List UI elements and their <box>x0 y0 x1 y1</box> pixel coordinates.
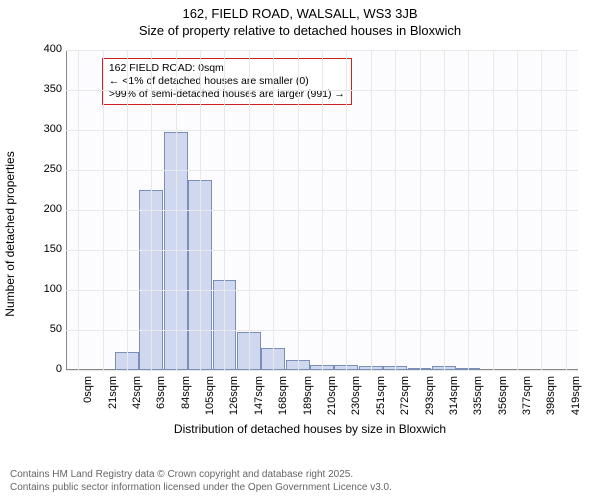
gridline-v <box>444 50 445 370</box>
y-tick-label: 400 <box>36 43 62 55</box>
y-tick-label: 150 <box>36 243 62 255</box>
x-tick-label: 293sqm <box>424 376 436 420</box>
x-tick-label: 63sqm <box>155 376 167 420</box>
x-tick-label: 126sqm <box>228 376 240 420</box>
gridline-v <box>541 50 542 370</box>
title-subtitle: Size of property relative to detached ho… <box>0 21 600 38</box>
y-tick-label: 50 <box>36 323 62 335</box>
x-tick-label: 42sqm <box>131 376 143 420</box>
x-tick-label: 251sqm <box>375 376 387 420</box>
x-tick-label: 377sqm <box>521 376 533 420</box>
x-tick-label: 21sqm <box>107 376 119 420</box>
x-axis-label: Distribution of detached houses by size … <box>36 422 584 436</box>
x-tick-label: 419sqm <box>570 376 582 420</box>
gridline-v <box>249 50 250 370</box>
gridline-v <box>371 50 372 370</box>
gridline-v <box>468 50 469 370</box>
y-tick-label: 350 <box>36 83 62 95</box>
x-tick-label: 314sqm <box>448 376 460 420</box>
x-tick-label: 84sqm <box>180 376 192 420</box>
gridline-v <box>273 50 274 370</box>
y-tick-label: 300 <box>36 123 62 135</box>
x-tick-label: 147sqm <box>253 376 265 420</box>
x-tick-label: 356sqm <box>497 376 509 420</box>
x-tick-label: 398sqm <box>545 376 557 420</box>
gridline-v <box>322 50 323 370</box>
footer-credits: Contains HM Land Registry data © Crown c… <box>10 469 392 494</box>
y-tick-label: 250 <box>36 163 62 175</box>
gridline-v <box>298 50 299 370</box>
x-tick-label: 189sqm <box>302 376 314 420</box>
gridline-v <box>566 50 567 370</box>
plot-region: 162 FIELD ROAD: 0sqm ← <1% of detached h… <box>66 50 578 370</box>
gridline-v <box>493 50 494 370</box>
annotation-line2: ← <1% of detached houses are smaller (0) <box>109 75 345 88</box>
x-tick-label: 168sqm <box>277 376 289 420</box>
footer-line2: Contains public sector information licen… <box>10 482 392 495</box>
title-address: 162, FIELD ROAD, WALSALL, WS3 3JB <box>0 0 600 21</box>
x-tick-label: 0sqm <box>82 376 94 420</box>
gridline-v <box>420 50 421 370</box>
y-tick-label: 200 <box>36 203 62 215</box>
annotation-line1: 162 FIELD ROAD: 0sqm <box>109 62 345 75</box>
gridline-v <box>517 50 518 370</box>
gridline-v <box>395 50 396 370</box>
x-tick-label: 210sqm <box>326 376 338 420</box>
gridline-v <box>176 50 177 370</box>
footer-line1: Contains HM Land Registry data © Crown c… <box>10 469 392 482</box>
gridline-v <box>346 50 347 370</box>
gridline-v <box>151 50 152 370</box>
gridline-v <box>103 50 104 370</box>
gridline-v <box>200 50 201 370</box>
x-tick-label: 272sqm <box>399 376 411 420</box>
gridline-h <box>66 370 578 371</box>
x-tick-label: 105sqm <box>204 376 216 420</box>
y-tick-label: 0 <box>36 363 62 375</box>
y-tick-label: 100 <box>36 283 62 295</box>
x-tick-label: 230sqm <box>350 376 362 420</box>
y-axis-label: Number of detached properties <box>3 151 17 316</box>
annotation-box: 162 FIELD ROAD: 0sqm ← <1% of detached h… <box>102 58 352 105</box>
chart-area: Number of detached properties 162 FIELD … <box>36 44 584 424</box>
gridline-v <box>127 50 128 370</box>
gridline-v <box>224 50 225 370</box>
gridline-v <box>78 50 79 370</box>
x-tick-label: 335sqm <box>472 376 484 420</box>
